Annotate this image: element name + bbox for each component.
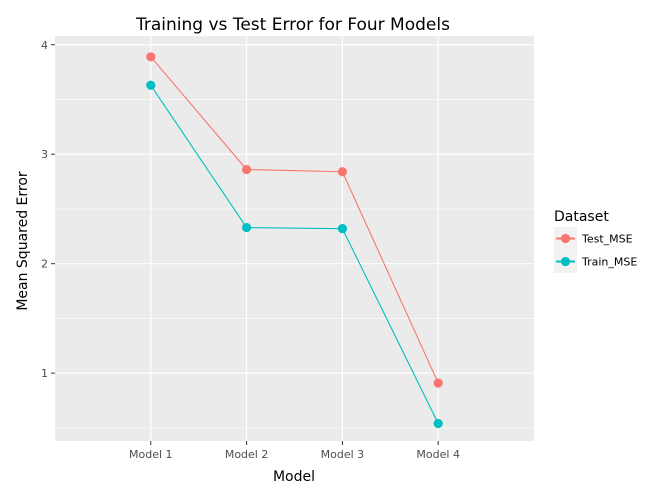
data-point-test-mse [433,378,443,388]
data-point-test-mse [242,164,252,175]
y-axis-title: Mean Squared Error [15,171,31,311]
plot-panel [55,36,534,441]
data-point-train-mse [433,418,443,429]
chart-title: Training vs Test Error for Four Models [135,15,450,35]
data-point-train-mse [337,224,347,234]
minor-gridlines [55,99,534,429]
major-gridlines [55,36,534,441]
legend-key-point [560,233,571,244]
x-tick-label: Model 4 [416,448,460,461]
legend-key-point [560,256,571,267]
legend: Dataset Test_MSE Train_MSE [554,209,637,273]
x-tick-label: Model 2 [225,448,269,461]
x-axis: Model 1 Model 2 Model 3 Model 4 [129,441,460,461]
y-axis: 1 2 3 4 [41,39,55,380]
data-point-train-mse [242,222,252,233]
x-tick-label: Model 1 [129,448,173,461]
legend-label: Test_MSE [581,233,633,246]
legend-label: Train_MSE [581,256,637,269]
series-layer [146,52,443,429]
legend-title: Dataset [554,209,609,225]
y-tick-label: 1 [41,367,48,380]
data-point-test-mse [337,167,347,177]
series-line-train-mse [150,84,439,424]
legend-item-test-mse: Test_MSE [554,227,633,250]
y-tick-label: 4 [41,39,48,52]
y-tick-label: 2 [41,258,48,271]
data-point-test-mse [146,52,156,62]
legend-item-train-mse: Train_MSE [554,250,637,273]
x-tick-label: Model 3 [321,448,365,461]
data-point-train-mse [146,80,156,90]
x-axis-title: Model [273,469,315,485]
series-line-test-mse [150,56,439,384]
y-tick-label: 3 [41,148,48,161]
